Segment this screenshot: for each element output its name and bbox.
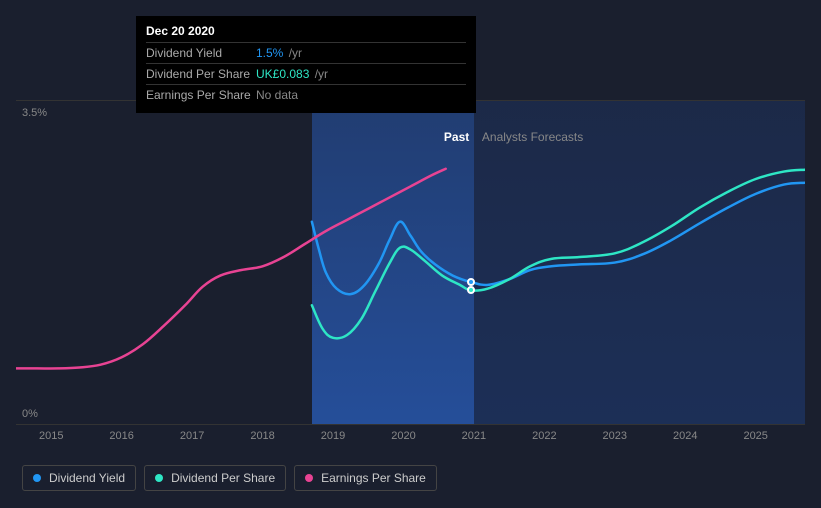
y-axis-label-min: 0%	[22, 408, 38, 420]
series-line	[312, 170, 805, 339]
x-tick: 2025	[743, 430, 767, 442]
chart-tooltip: Dec 20 2020 Dividend Yield1.5% /yrDivide…	[136, 16, 476, 113]
plot-area[interactable]	[16, 100, 805, 425]
legend-item[interactable]: Dividend Per Share	[144, 465, 286, 491]
legend-dot-icon	[155, 474, 163, 482]
x-tick: 2022	[532, 430, 556, 442]
x-tick: 2023	[603, 430, 627, 442]
legend-label: Dividend Per Share	[171, 471, 275, 485]
legend-item[interactable]: Dividend Yield	[22, 465, 136, 491]
tooltip-label: Earnings Per Share	[146, 88, 256, 102]
tooltip-row: Dividend Per ShareUK£0.083 /yr	[146, 63, 466, 84]
legend-dot-icon	[33, 474, 41, 482]
tooltip-value: UK£0.083 /yr	[256, 67, 466, 81]
legend-dot-icon	[305, 474, 313, 482]
x-tick: 2021	[462, 430, 486, 442]
x-tick: 2017	[180, 430, 204, 442]
tooltip-row: Earnings Per ShareNo data	[146, 84, 466, 105]
tooltip-date: Dec 20 2020	[146, 24, 466, 42]
legend-label: Earnings Per Share	[321, 471, 426, 485]
chart-legend: Dividend Yield Dividend Per Share Earnings…	[22, 465, 437, 491]
legend-label: Dividend Yield	[49, 471, 125, 485]
x-tick: 2016	[109, 430, 133, 442]
hover-marker	[467, 278, 475, 286]
dividend-chart: Dec 20 2020 Dividend Yield1.5% /yrDivide…	[0, 0, 821, 508]
x-tick: 2024	[673, 430, 697, 442]
tooltip-label: Dividend Yield	[146, 46, 256, 60]
x-axis: 2015 2016 2017 2018 2019 2020 2021 2022 2023 2024…	[16, 430, 805, 450]
x-tick: 2020	[391, 430, 415, 442]
tooltip-value: No data	[256, 88, 466, 102]
tooltip-label: Dividend Per Share	[146, 67, 256, 81]
x-tick: 2015	[39, 430, 63, 442]
tooltip-row: Dividend Yield1.5% /yr	[146, 42, 466, 63]
tooltip-value: 1.5% /yr	[256, 46, 466, 60]
x-tick: 2019	[321, 430, 345, 442]
forecast-label: Analysts Forecasts	[482, 130, 583, 144]
series-line	[16, 169, 446, 369]
legend-item[interactable]: Earnings Per Share	[294, 465, 437, 491]
hover-marker	[467, 286, 475, 294]
past-label: Past	[444, 130, 469, 144]
chart-lines	[16, 101, 805, 426]
x-tick: 2018	[250, 430, 274, 442]
